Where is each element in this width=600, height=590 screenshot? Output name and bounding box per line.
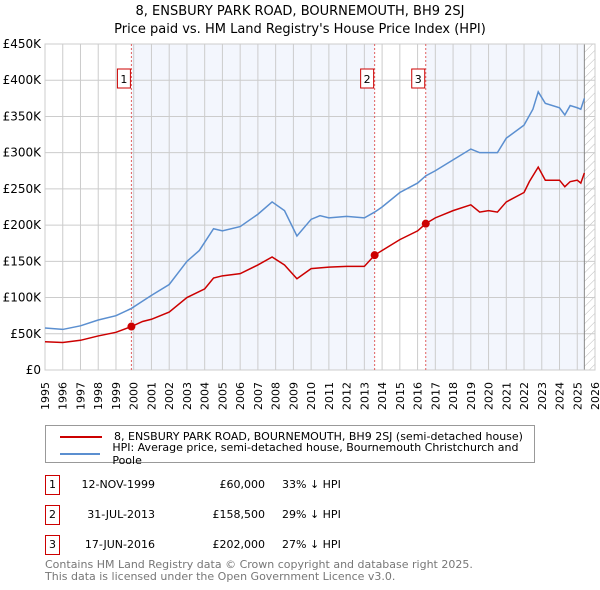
x-tick-label: 2003: [181, 382, 194, 410]
x-tick-label: 2005: [216, 382, 229, 410]
legend-item-property: 8, ENSBURY PARK ROAD, BOURNEMOUTH, BH9 2…: [60, 428, 523, 445]
x-tick-label: 2016: [412, 382, 425, 410]
chart-title: 8, ENSBURY PARK ROAD, BOURNEMOUTH, BH9 2…: [135, 4, 465, 19]
footer-line: This data is licensed under the Open Gov…: [45, 570, 396, 583]
x-tick-label: 2010: [305, 382, 318, 410]
x-tick-label: 1996: [57, 382, 70, 410]
y-tick-label: £0: [26, 363, 41, 377]
legend: 8, ENSBURY PARK ROAD, BOURNEMOUTH, BH9 2…: [45, 425, 535, 467]
x-tick-label: 2012: [341, 382, 354, 410]
x-tick-label: 2026: [589, 382, 600, 410]
y-tick-label: £250K: [3, 182, 43, 196]
legend-swatch-blue: [60, 452, 101, 455]
x-tick-label: 2004: [199, 382, 212, 410]
x-tick-label: 2019: [465, 382, 478, 410]
x-tick-label: 2008: [270, 382, 283, 410]
x-tick-label: 2007: [252, 382, 265, 410]
x-tick-label: 2018: [447, 382, 460, 410]
y-tick-label: £200K: [3, 218, 43, 232]
sale-marker-box: 2: [45, 505, 60, 525]
legend-label: HPI: Average price, semi-detached house,…: [112, 440, 519, 467]
sale-label-box: [360, 68, 375, 89]
x-tick-label: 2024: [554, 382, 567, 410]
sale-label-box: [411, 68, 426, 89]
y-tick-label: £100K: [3, 291, 43, 305]
x-tick-label: 2013: [358, 382, 371, 410]
shaded-region: [425, 44, 585, 370]
x-tick-label: 2002: [163, 382, 176, 410]
y-tick-label: £400K: [3, 73, 43, 87]
x-tick-label: 2014: [376, 382, 389, 410]
sale-label: 3: [415, 73, 422, 86]
forecast-hatch: [584, 44, 595, 370]
sale-label: 1: [120, 73, 127, 86]
y-tick-label: £350K: [3, 109, 43, 123]
plot-area: 1995 1996 1997 1998 1999 2000 2001 2002 2003 2004…: [3, 37, 600, 410]
sale-price: £158,500: [212, 508, 266, 521]
x-tick-label: 2011: [323, 382, 336, 410]
x-tick-label: 2015: [394, 382, 407, 410]
sale-row: 2 31-JUL-2013 £158,500 29% ↓ HPI: [45, 505, 445, 525]
x-tick-label: 2023: [536, 382, 549, 410]
sale-marker-box: 3: [45, 535, 60, 555]
x-tick-label: 2025: [571, 382, 584, 410]
sale-point: [370, 251, 379, 260]
x-tick-label: 2020: [483, 382, 496, 410]
x-tick-label: 1999: [110, 382, 123, 410]
sale-label: 2: [364, 73, 371, 86]
y-tick-label: £300K: [3, 146, 43, 160]
x-tick-label: 1995: [39, 382, 52, 410]
sale-label-box: [116, 68, 131, 89]
x-tick-label: 2000: [128, 382, 141, 410]
x-tick-label: 2009: [287, 382, 300, 410]
legend-label: 8, ENSBURY PARK ROAD, BOURNEMOUTH, BH9 2…: [114, 430, 523, 443]
y-tick-label: £150K: [3, 254, 43, 268]
sale-date: 31-JUL-2013: [87, 508, 155, 521]
x-tick-label: 2001: [145, 382, 158, 410]
sale-date: 17-JUN-2016: [84, 538, 155, 551]
x-tick-label: 1997: [74, 382, 87, 410]
x-tick-label: 2022: [518, 382, 531, 410]
sale-point: [421, 219, 430, 228]
sale-hpi-diff: 29% ↓ HPI: [282, 508, 341, 521]
property-price-line: [44, 165, 586, 344]
sale-date: 12-NOV-1999: [81, 478, 155, 491]
y-tick-label: £50K: [10, 327, 42, 341]
footer-line: Contains HM Land Registry data © Crown c…: [45, 558, 473, 571]
x-tick-label: 1998: [92, 382, 105, 410]
sale-row: 3 17-JUN-2016 £202,000 27% ↓ HPI: [45, 535, 445, 555]
plot-frame: [44, 43, 596, 371]
sale-price: £202,000: [212, 538, 266, 551]
x-tick-label: 2017: [429, 382, 442, 410]
hpi-line: [44, 90, 586, 331]
y-tick-label: £450K: [3, 37, 43, 51]
shaded-region: [131, 44, 375, 370]
sale-marker-box: 1: [45, 475, 60, 495]
legend-item-hpi: HPI: Average price, semi-detached house,…: [60, 441, 534, 467]
sale-row: 1 12-NOV-1999 £60,000 33% ↓ HPI: [45, 475, 445, 495]
sale-price: £60,000: [219, 478, 266, 491]
legend-swatch-red: [60, 435, 102, 438]
sale-hpi-diff: 27% ↓ HPI: [282, 538, 341, 551]
chart-subtitle: Price paid vs. HM Land Registry's House …: [114, 22, 486, 37]
x-tick-label: 2006: [234, 382, 247, 410]
footer: Contains HM Land Registry data © Crown c…: [45, 559, 473, 583]
sale-point: [127, 322, 136, 331]
x-tick-label: 2021: [500, 382, 513, 410]
sale-hpi-diff: 33% ↓ HPI: [282, 478, 341, 491]
